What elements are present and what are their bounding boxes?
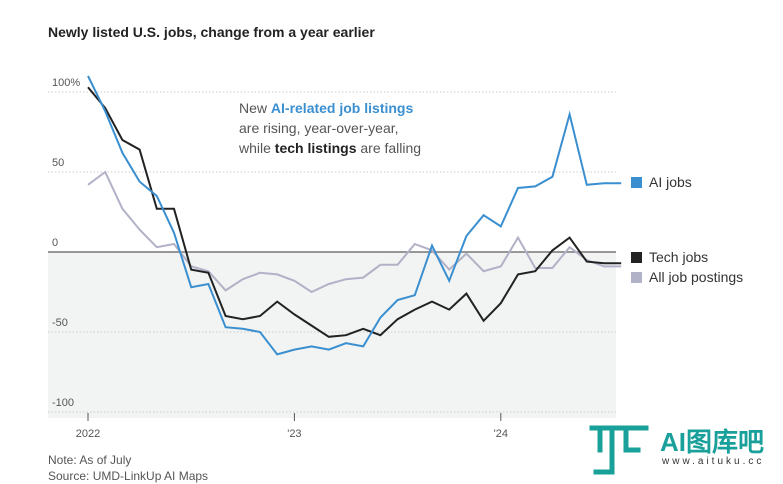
legend-item-tech-jobs: Tech jobs bbox=[631, 249, 708, 265]
annotation-line-2: are rising, year-over-year, bbox=[239, 120, 399, 136]
footer-source: Source: UMD-LinkUp AI Maps bbox=[48, 469, 209, 483]
footer-note: Note: As of July bbox=[48, 453, 132, 467]
annotation-tech-highlight: tech listings bbox=[274, 140, 357, 156]
series-line-all-job-postings bbox=[87, 170, 622, 294]
chart-title: Newly listed U.S. jobs, change from a ye… bbox=[48, 24, 375, 40]
legend-label: All job postings bbox=[649, 269, 744, 285]
series-lines bbox=[87, 75, 622, 356]
y-tick-label: 100% bbox=[52, 77, 80, 89]
watermark-logo bbox=[589, 425, 649, 475]
annotation-text: are falling bbox=[356, 140, 422, 156]
legend-swatch bbox=[631, 251, 642, 263]
legend-swatch bbox=[631, 176, 642, 188]
legend-item-all-job-postings: All job postings bbox=[631, 269, 743, 285]
legend-label: Tech jobs bbox=[649, 249, 709, 265]
watermark-t-icon bbox=[589, 425, 649, 475]
annotation-line-3: while tech listings are falling bbox=[239, 138, 421, 158]
x-tick-label: 2022 bbox=[76, 428, 100, 440]
watermark-url: www.aituku.cc bbox=[662, 456, 765, 467]
series-line-ai-jobs bbox=[87, 75, 622, 356]
annotation-text: New bbox=[239, 100, 271, 116]
x-axis-ticks: 2022 '23 '24 bbox=[76, 413, 508, 440]
annotation-text: while bbox=[239, 140, 275, 156]
annotation-ai-highlight: AI-related job listings bbox=[270, 100, 414, 116]
gridlines bbox=[48, 91, 616, 413]
watermark-text: AI图库吧 bbox=[660, 427, 765, 457]
negative-region-shading bbox=[48, 252, 616, 418]
chart-annotation: New AI-related job listings are rising, … bbox=[239, 98, 421, 158]
legend-label: AI jobs bbox=[649, 174, 692, 190]
y-tick-label: 0 bbox=[52, 237, 58, 249]
y-tick-label: 50 bbox=[52, 157, 64, 169]
x-tick-label: '23 bbox=[287, 428, 301, 440]
y-tick-label: -100 bbox=[52, 397, 74, 409]
legend-item-ai-jobs: AI jobs bbox=[631, 174, 692, 190]
chart-footer: Note: As of July Source: UMD-LinkUp AI M… bbox=[48, 452, 208, 484]
annotation-line-1: New AI-related job listings bbox=[239, 98, 421, 118]
legend-swatch bbox=[631, 271, 642, 283]
x-tick-label: '24 bbox=[494, 428, 508, 440]
y-axis-ticks: 100% 50 0 -50 -100 bbox=[52, 77, 80, 409]
y-tick-label: -50 bbox=[52, 317, 68, 329]
series-line-tech-jobs bbox=[87, 86, 622, 338]
